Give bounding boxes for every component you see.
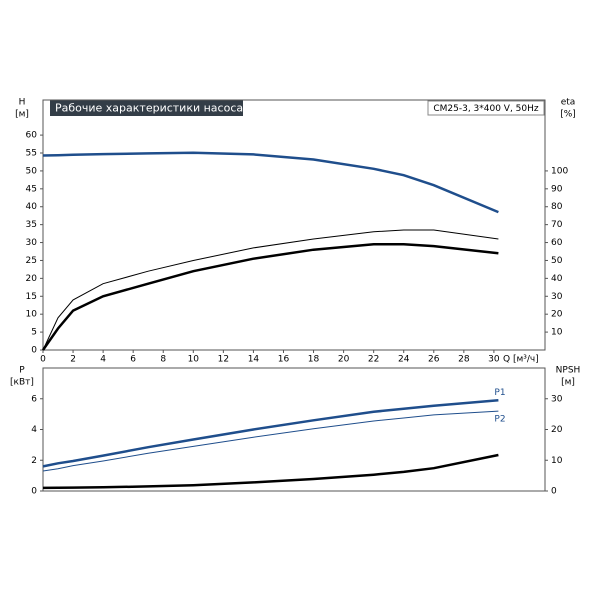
y2-tick-label: 10 — [551, 456, 563, 466]
x-tick-label: 20 — [338, 355, 350, 365]
subtitle-box — [427, 100, 545, 116]
curve — [42, 453, 499, 490]
subtitle: CM25-3, 3*400 V, 50Hz — [433, 104, 539, 114]
y-tick-label: 5 — [31, 328, 37, 338]
y2-tick-label: 0 — [551, 487, 557, 497]
y-tick-label: 0 — [31, 487, 37, 497]
y-tick-label: 55 — [26, 149, 37, 159]
curve — [42, 399, 499, 468]
y2-tick-label: 30 — [551, 394, 563, 404]
y2-tick-label: 20 — [551, 425, 563, 435]
curve — [42, 410, 499, 472]
y2-tick-label: 20 — [551, 310, 563, 320]
y2-tick-label: 30 — [551, 292, 563, 302]
x-tick-label: 30 — [488, 355, 500, 365]
y-tick-label: 10 — [26, 310, 38, 320]
y-tick-label: 0 — [31, 346, 37, 356]
y-axis-unit: [м] — [15, 110, 29, 120]
y-axis-label: P — [19, 366, 25, 376]
y-axis-unit: [кВт] — [10, 378, 34, 388]
x-tick-label: 12 — [218, 355, 229, 365]
chart-title: Рабочие характеристики насоса — [55, 102, 243, 115]
x-axis-label: Q [м³/ч] — [503, 355, 539, 365]
y2-tick-label: 100 — [551, 166, 568, 176]
curve — [42, 229, 499, 351]
x-tick-label: 28 — [458, 355, 470, 365]
curve — [42, 151, 499, 214]
y-tick-label: 40 — [26, 202, 38, 212]
y-tick-label: 25 — [26, 256, 37, 266]
x-tick-label: 18 — [308, 355, 320, 365]
y2-axis-unit: [%] — [560, 110, 576, 120]
x-tick-label: 10 — [188, 355, 200, 365]
x-tick-label: 0 — [40, 355, 46, 365]
y2-axis-label: eta — [561, 98, 576, 108]
x-tick-label: 4 — [100, 355, 106, 365]
y-axis-label: H — [19, 98, 26, 108]
y-tick-label: 50 — [26, 166, 38, 176]
y-tick-label: 15 — [26, 292, 37, 302]
x-tick-label: 22 — [368, 355, 379, 365]
x-tick-label: 2 — [70, 355, 76, 365]
x-tick-label: 16 — [278, 355, 290, 365]
y-tick-label: 30 — [26, 238, 38, 248]
y2-tick-label: 90 — [551, 184, 563, 194]
title-box — [50, 100, 243, 116]
x-tick-label: 26 — [428, 355, 440, 365]
y-tick-label: 60 — [26, 131, 38, 141]
y2-tick-label: 50 — [551, 256, 563, 266]
y-tick-label: 20 — [26, 274, 38, 284]
y2-axis-unit: [м] — [561, 378, 575, 388]
x-tick-label: 24 — [398, 355, 410, 365]
y2-tick-label: 40 — [551, 274, 563, 284]
y-tick-label: 35 — [26, 220, 37, 230]
y-tick-label: 45 — [26, 184, 37, 194]
y2-tick-label: 70 — [551, 220, 563, 230]
y-tick-label: 4 — [31, 425, 37, 435]
y2-tick-label: 60 — [551, 238, 563, 248]
y2-tick-label: 10 — [551, 328, 563, 338]
y2-axis-label: NPSH — [556, 366, 581, 376]
curve-label: P1 — [494, 388, 505, 398]
x-tick-label: 6 — [130, 355, 136, 365]
curve — [41, 243, 499, 351]
x-tick-label: 8 — [160, 355, 166, 365]
y-tick-label: 6 — [31, 394, 37, 404]
y2-tick-label: 80 — [551, 202, 563, 212]
y-tick-label: 2 — [31, 456, 37, 466]
x-tick-label: 14 — [248, 355, 260, 365]
curve-label: P2 — [494, 415, 505, 425]
